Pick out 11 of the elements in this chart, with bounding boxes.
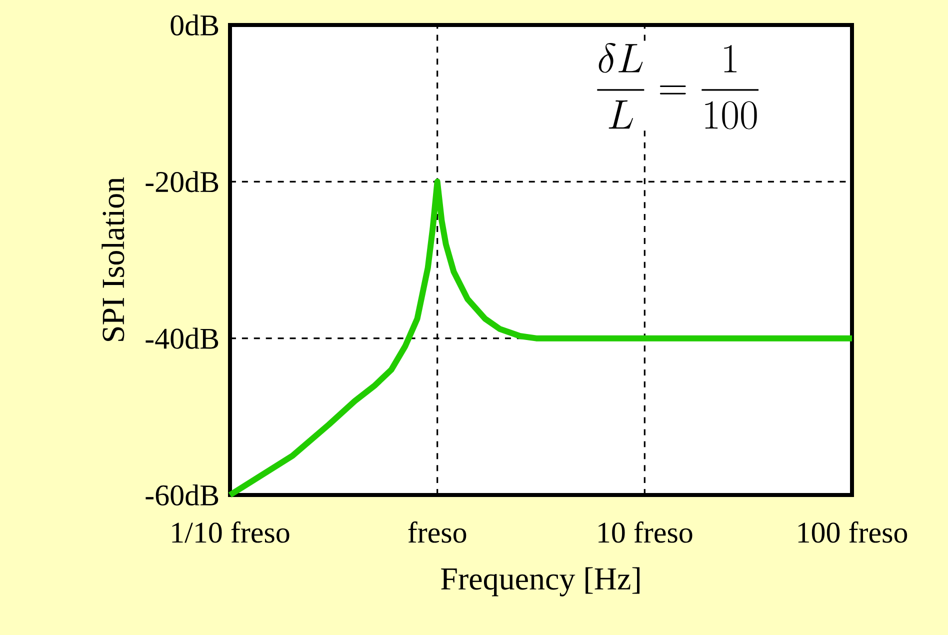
annotation: $\frac{\delta L}{L} = \frac{1}{100}$ <box>597 42 759 130</box>
y-axis-title: SPI Isolation <box>102 177 124 341</box>
x-tick-label: 100 freso <box>798 521 908 543</box>
x-tick-label: 10 freso <box>598 521 692 543</box>
x-axis-title: Frequency [Hz] <box>441 567 640 596</box>
x-tick-label: 1/10 freso <box>172 521 290 543</box>
y-tick-label: -20dB <box>146 171 218 192</box>
y-tick-label: -60dB <box>146 484 218 506</box>
y-tick-label: -40dB <box>146 328 218 349</box>
x-tick-label: freso <box>408 521 466 543</box>
y-tick-label: 0dB <box>170 14 218 36</box>
